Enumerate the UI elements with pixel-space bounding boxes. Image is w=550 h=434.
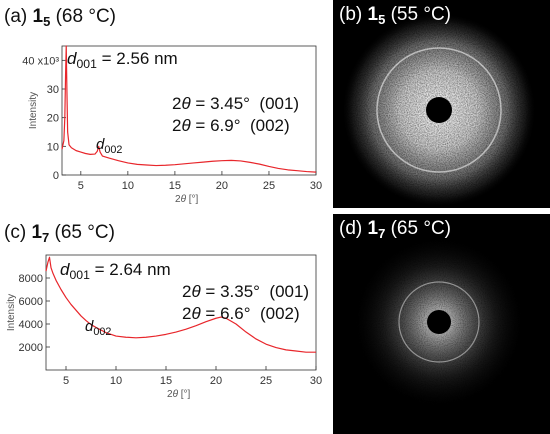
panel-b-diffraction-pattern (333, 0, 550, 208)
chart-a-ylabel: Intensity (28, 92, 39, 129)
chart-c-peak-002-annotation: 2θ = 6.6° (002) (182, 304, 300, 323)
panel-d-compound: 1 (367, 218, 379, 239)
chart-a-peak-001-annotation: 2θ = 3.45° (001) (172, 94, 299, 113)
panel-d-label: (d) (339, 218, 363, 239)
chart-c-xtick-label: 20 (210, 375, 222, 387)
chart-a-series-line (61, 45, 317, 173)
chart-c-ytick-label: 4000 (19, 319, 43, 331)
panel-d-title: (d) 17 (65 °C) (339, 218, 451, 241)
chart-a-ytick-label: 30 (47, 84, 59, 96)
chart-a-xtick-label: 15 (169, 180, 181, 192)
chart-c-ytick-label: 2000 (19, 342, 43, 354)
chart-c-d002-annotation: d002 (85, 318, 111, 338)
chart-a-xlabel: 2θ [°] (175, 194, 199, 204)
chart-a-xtick-label: 5 (78, 180, 84, 192)
chart-c-xtick-label: 25 (260, 375, 272, 387)
chart-a-xtick-label: 10 (122, 180, 134, 192)
panel-a-label: (a) (4, 6, 28, 27)
panel-c-compound: 1 (31, 222, 43, 243)
chart-c-xtick-label: 15 (160, 375, 172, 387)
panel-c-temperature: (65 °C) (54, 222, 115, 243)
chart-a-xtick-label: 20 (216, 180, 228, 192)
panel-a-compound: 1 (32, 6, 44, 27)
chart-a-ytick-label: 20 (47, 113, 59, 125)
panel-d-waxs-image: (d) 17 (65 °C) (333, 214, 550, 434)
panel-a-temperature: (68 °C) (55, 6, 116, 27)
chart-a-ytick-label: 0 (53, 170, 59, 182)
chart-c-peak-001-annotation: 2θ = 3.35° (001) (182, 282, 309, 301)
panel-a-title: (a) 15 (68 °C) (4, 6, 116, 29)
chart-c-xtick-label: 10 (110, 375, 122, 387)
panel-c-subscript: 7 (42, 230, 50, 245)
chart-c-series-line (45, 256, 316, 353)
panel-b-subscript: 5 (378, 12, 386, 27)
panel-d-diffraction-pattern (333, 214, 550, 434)
panel-c-label: (c) (4, 222, 27, 243)
chart-a-ytick-label: 10 (47, 141, 59, 153)
chart-c-ylabel: Intensity (6, 294, 17, 331)
panel-b-title: (b) 15 (55 °C) (339, 4, 451, 27)
chart-a-xrd-plot: 5 10 15 20 25 30 0 10 20 30 40 x10³ 2θ [°] Intensity… (22, 45, 322, 204)
chart-a-d002-annotation: d002 (96, 136, 122, 156)
panel-b-waxs-image: (b) 15 (55 °C) (333, 0, 550, 208)
chart-c-d001-annotation: d001 = 2.64 nm (60, 260, 171, 282)
chart-c-xrd-plot: 5 10 15 20 25 30 2000 4000 6000 8000 2θ [°] Intensi… (6, 254, 322, 400)
chart-c-plot-frame (45, 254, 317, 371)
chart-c-ytick-label: 8000 (19, 273, 43, 285)
panel-b-compound: 1 (367, 4, 379, 25)
panel-a-subscript: 5 (43, 14, 51, 29)
panel-divider (333, 208, 550, 214)
chart-c-ytick-label: 6000 (19, 296, 43, 308)
panel-d-temperature: (65 °C) (390, 218, 451, 239)
panel-d-subscript: 7 (378, 226, 386, 241)
chart-a-peak-002-annotation: 2θ = 6.9° (002) (172, 116, 290, 135)
chart-c-xlabel: 2θ [°] (167, 389, 191, 400)
chart-a-d001-annotation: d001 = 2.56 nm (67, 49, 178, 71)
panel-b-temperature: (55 °C) (390, 4, 451, 25)
chart-a-plot-frame (61, 45, 317, 176)
chart-c-xtick-label: 30 (310, 375, 322, 387)
chart-c-xtick-label: 5 (63, 375, 69, 387)
panel-c-title: (c) 17 (65 °C) (4, 222, 115, 245)
chart-a-xtick-label: 30 (310, 180, 322, 192)
panel-b-label: (b) (339, 4, 363, 25)
chart-a-xtick-label: 25 (263, 180, 275, 192)
chart-a-ytick-label: 40 x10³ (22, 55, 59, 67)
